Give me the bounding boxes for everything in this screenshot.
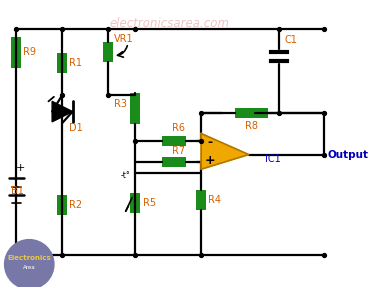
Polygon shape <box>201 134 249 169</box>
Bar <box>235 108 268 118</box>
Text: -: - <box>208 136 213 149</box>
Text: IC1: IC1 <box>265 154 281 164</box>
Bar <box>11 37 21 68</box>
Text: Area: Area <box>23 265 36 269</box>
Bar <box>103 42 113 62</box>
Text: R7: R7 <box>172 146 185 156</box>
Bar <box>57 195 67 215</box>
Text: electronicsarea.com: electronicsarea.com <box>109 17 229 30</box>
Text: Output: Output <box>327 150 368 160</box>
Circle shape <box>4 240 54 289</box>
Bar <box>130 93 140 124</box>
Bar <box>57 53 67 73</box>
Text: R9: R9 <box>23 47 36 57</box>
Text: R3: R3 <box>114 99 127 109</box>
Text: R6: R6 <box>172 123 185 133</box>
Text: -t°: -t° <box>121 171 131 180</box>
Text: C1: C1 <box>284 35 297 45</box>
Text: R5: R5 <box>143 198 156 208</box>
Text: R8: R8 <box>245 121 258 131</box>
Text: VR1: VR1 <box>114 34 134 44</box>
Text: R4: R4 <box>207 195 221 205</box>
Bar <box>196 190 206 210</box>
Bar <box>130 193 140 213</box>
Text: +: + <box>15 163 25 173</box>
Bar <box>162 136 186 146</box>
Text: D1: D1 <box>69 123 82 133</box>
Text: Electronics: Electronics <box>7 255 51 261</box>
Text: B1: B1 <box>11 186 24 196</box>
Polygon shape <box>52 101 73 122</box>
Bar <box>162 157 186 167</box>
Text: +: + <box>205 154 215 166</box>
Text: R2: R2 <box>69 200 82 210</box>
Text: R1: R1 <box>69 58 82 68</box>
